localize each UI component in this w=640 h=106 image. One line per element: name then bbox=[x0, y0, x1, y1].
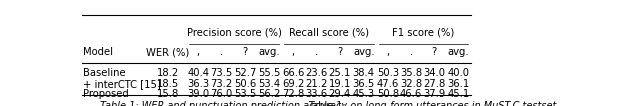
Text: 40.0: 40.0 bbox=[447, 68, 470, 78]
Text: Precision score (%): Precision score (%) bbox=[187, 27, 282, 37]
Text: Recall score (%): Recall score (%) bbox=[289, 27, 369, 37]
Text: ,: , bbox=[196, 47, 200, 57]
Text: 23.6: 23.6 bbox=[305, 68, 328, 78]
Text: 46.6: 46.6 bbox=[400, 89, 422, 99]
Text: Proposed: Proposed bbox=[83, 89, 129, 99]
Text: 53.4: 53.4 bbox=[258, 79, 280, 89]
Text: ?: ? bbox=[337, 47, 342, 57]
Text: 25.1: 25.1 bbox=[328, 68, 351, 78]
Text: 73.2: 73.2 bbox=[211, 79, 233, 89]
Text: 36.5: 36.5 bbox=[353, 79, 375, 89]
Text: 35.8: 35.8 bbox=[400, 68, 422, 78]
Text: 56.2: 56.2 bbox=[258, 89, 280, 99]
Text: 76.0: 76.0 bbox=[211, 89, 233, 99]
Text: 47.6: 47.6 bbox=[377, 79, 399, 89]
Text: 21.2: 21.2 bbox=[305, 79, 328, 89]
Text: Table 1: WER and punctuation prediction accuracy on long-form utterances in MuST: Table 1: WER and punctuation prediction … bbox=[100, 101, 556, 106]
Text: avg.: avg. bbox=[258, 47, 280, 57]
Text: 34.0: 34.0 bbox=[424, 68, 445, 78]
Text: 33.6: 33.6 bbox=[305, 89, 328, 99]
Text: 39.0: 39.0 bbox=[188, 89, 209, 99]
Text: ,: , bbox=[386, 47, 389, 57]
Text: 40.4: 40.4 bbox=[188, 68, 209, 78]
Text: 27.8: 27.8 bbox=[423, 79, 445, 89]
Text: 15.8: 15.8 bbox=[157, 89, 179, 99]
Text: Model: Model bbox=[83, 47, 113, 57]
Text: 52.7: 52.7 bbox=[234, 68, 256, 78]
Text: 45.1: 45.1 bbox=[447, 89, 470, 99]
Text: ?: ? bbox=[432, 47, 437, 57]
Text: 38.4: 38.4 bbox=[353, 68, 374, 78]
Text: 29.4: 29.4 bbox=[328, 89, 351, 99]
Text: 18.2: 18.2 bbox=[157, 68, 179, 78]
Text: 36.3: 36.3 bbox=[188, 79, 209, 89]
Text: 37.9: 37.9 bbox=[423, 89, 445, 99]
Text: avg.: avg. bbox=[447, 47, 469, 57]
Text: 55.5: 55.5 bbox=[258, 68, 280, 78]
Text: 50.8: 50.8 bbox=[377, 89, 399, 99]
Text: ,: , bbox=[291, 47, 294, 57]
Text: 50.6: 50.6 bbox=[234, 79, 256, 89]
Text: .: . bbox=[220, 47, 223, 57]
Text: Baseline: Baseline bbox=[83, 68, 126, 78]
Text: 73.5: 73.5 bbox=[211, 68, 233, 78]
Text: ?: ? bbox=[243, 47, 248, 57]
Text: 69.2: 69.2 bbox=[282, 79, 304, 89]
Text: 50.3: 50.3 bbox=[377, 68, 399, 78]
Text: F1 score (%): F1 score (%) bbox=[392, 27, 454, 37]
Text: 36.1: 36.1 bbox=[447, 79, 470, 89]
Text: 18.5: 18.5 bbox=[157, 79, 179, 89]
Text: Table 1:: Table 1: bbox=[308, 101, 348, 106]
Text: 53.5: 53.5 bbox=[234, 89, 256, 99]
Text: 19.1: 19.1 bbox=[328, 79, 351, 89]
Text: 32.8: 32.8 bbox=[400, 79, 422, 89]
Text: avg.: avg. bbox=[353, 47, 374, 57]
Text: + interCTC [15]: + interCTC [15] bbox=[83, 79, 161, 89]
Text: 66.6: 66.6 bbox=[282, 68, 304, 78]
Text: 72.8: 72.8 bbox=[282, 89, 304, 99]
Text: 45.3: 45.3 bbox=[353, 89, 375, 99]
Text: .: . bbox=[410, 47, 413, 57]
Text: .: . bbox=[315, 47, 318, 57]
Text: WER (%): WER (%) bbox=[147, 47, 189, 57]
